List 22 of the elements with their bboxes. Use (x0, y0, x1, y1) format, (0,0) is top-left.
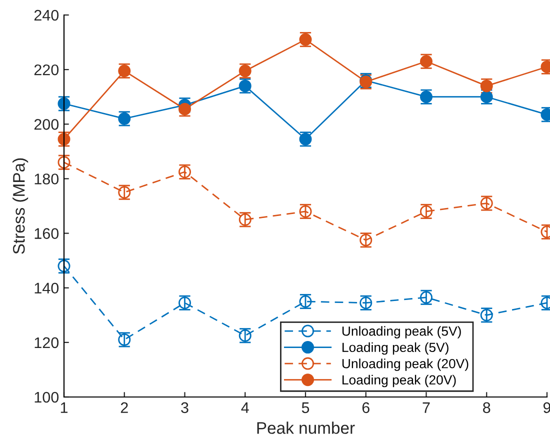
y-tick-label: 200 (34, 119, 59, 130)
x-tick-label: 3 (181, 402, 188, 414)
x-axis-title: Peak number (257, 422, 355, 434)
x-tick-label: 5 (302, 402, 310, 414)
y-tick-label: 100 (34, 392, 59, 403)
legend-label: Unloading peak (20V) (342, 358, 468, 371)
x-tick-label: 2 (120, 402, 128, 413)
x-tick-label: 8 (483, 402, 490, 414)
y-tick-label: 120 (34, 337, 59, 348)
y-tick-label: 160 (34, 228, 59, 239)
y-tick-label: 240 (34, 10, 59, 21)
x-tick-label: 1 (60, 402, 68, 413)
y-tick-label: 180 (34, 174, 59, 184)
legend-label: Unloading peak (5V) (342, 326, 461, 338)
y-tick-label: 140 (34, 282, 59, 294)
legend-label: Loading peak (20V) (342, 374, 456, 388)
x-tick-label: 7 (422, 402, 430, 413)
legend-label: Loading peak (5V) (342, 342, 448, 355)
x-tick-label: 6 (362, 402, 370, 414)
y-axis-title: Stress (MPa) (12, 158, 28, 254)
x-tick-label: 4 (241, 402, 249, 413)
y-tick-label: 220 (34, 64, 59, 76)
